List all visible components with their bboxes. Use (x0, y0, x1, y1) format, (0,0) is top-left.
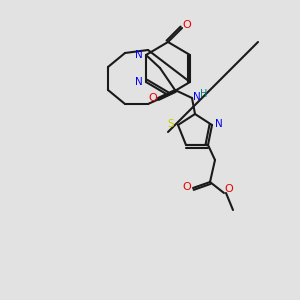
Text: O: O (225, 184, 233, 194)
Text: O: O (183, 182, 191, 192)
Text: S: S (168, 119, 174, 129)
Text: O: O (148, 93, 158, 103)
Text: N: N (215, 119, 223, 129)
Text: N: N (193, 92, 201, 102)
Text: N: N (135, 77, 143, 87)
Text: O: O (183, 20, 191, 30)
Text: H: H (200, 89, 208, 99)
Text: N: N (135, 50, 143, 60)
